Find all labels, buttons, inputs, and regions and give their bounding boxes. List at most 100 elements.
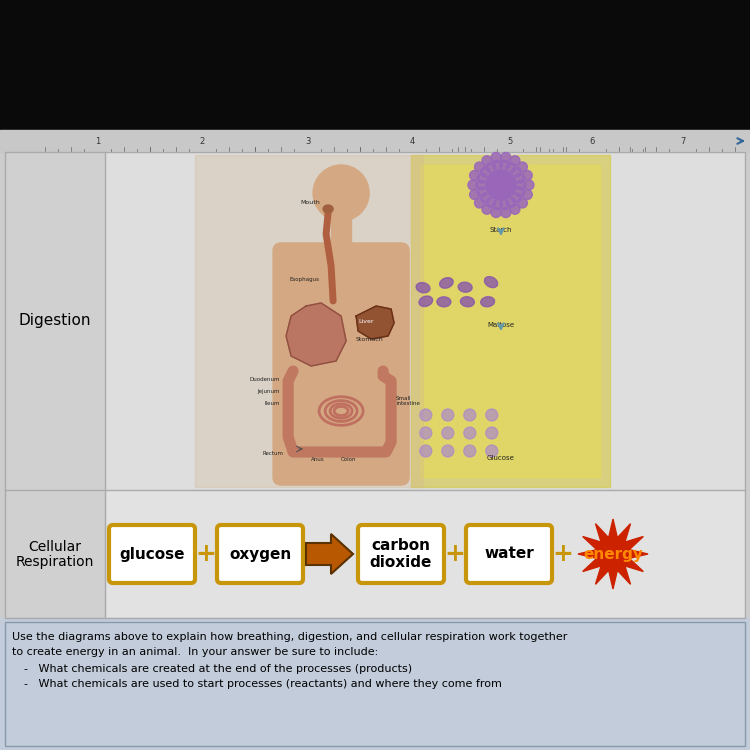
Circle shape <box>491 152 501 163</box>
Circle shape <box>496 180 506 190</box>
Ellipse shape <box>484 277 498 288</box>
Circle shape <box>503 187 514 196</box>
Circle shape <box>510 204 520 214</box>
Ellipse shape <box>419 296 433 307</box>
Circle shape <box>512 193 521 202</box>
Circle shape <box>486 180 496 190</box>
Circle shape <box>501 152 511 163</box>
Text: Duodenum: Duodenum <box>250 377 280 382</box>
Ellipse shape <box>460 297 474 307</box>
Bar <box>0 152 750 618</box>
Circle shape <box>491 171 501 182</box>
Circle shape <box>506 176 515 187</box>
Circle shape <box>496 180 506 190</box>
Circle shape <box>420 409 432 421</box>
Circle shape <box>491 208 501 218</box>
Circle shape <box>506 163 516 172</box>
Text: 5: 5 <box>508 136 513 146</box>
Circle shape <box>486 197 496 207</box>
Circle shape <box>496 180 506 190</box>
Text: Digestion: Digestion <box>19 314 92 328</box>
Text: carbon
dioxide: carbon dioxide <box>370 538 432 570</box>
Circle shape <box>493 160 502 170</box>
Circle shape <box>514 173 525 183</box>
Text: Ileum: Ileum <box>265 401 280 406</box>
Polygon shape <box>356 306 394 339</box>
Circle shape <box>494 190 504 200</box>
Circle shape <box>475 162 484 172</box>
Bar <box>195 155 423 487</box>
Circle shape <box>496 180 506 190</box>
Text: energy: energy <box>583 547 643 562</box>
Circle shape <box>506 180 516 190</box>
Circle shape <box>496 180 506 190</box>
Circle shape <box>488 187 498 196</box>
Circle shape <box>500 160 509 170</box>
Circle shape <box>482 204 492 214</box>
Circle shape <box>496 180 506 190</box>
Text: to create energy in an animal.  In your answer be sure to include:: to create energy in an animal. In your a… <box>12 647 378 657</box>
Circle shape <box>475 198 484 208</box>
Text: water: water <box>484 547 534 562</box>
Text: 3: 3 <box>304 136 310 146</box>
Bar <box>5 152 105 618</box>
Circle shape <box>522 190 532 200</box>
Text: -   What chemicals are created at the end of the processes (products): - What chemicals are created at the end … <box>24 664 412 674</box>
Circle shape <box>496 180 506 190</box>
Circle shape <box>514 187 525 196</box>
Text: 4: 4 <box>410 136 416 146</box>
Circle shape <box>442 427 454 439</box>
FancyBboxPatch shape <box>466 525 552 583</box>
Circle shape <box>468 180 478 190</box>
Circle shape <box>503 173 514 184</box>
Circle shape <box>501 208 511 218</box>
Circle shape <box>496 180 506 190</box>
Text: Small
intestine: Small intestine <box>396 395 420 406</box>
Circle shape <box>464 445 476 457</box>
Circle shape <box>506 184 515 194</box>
Text: +: + <box>445 542 466 566</box>
Bar <box>5 622 745 746</box>
Circle shape <box>496 180 506 190</box>
Circle shape <box>496 180 506 190</box>
Bar <box>421 165 600 477</box>
Circle shape <box>487 184 496 194</box>
Circle shape <box>464 427 476 439</box>
Text: +: + <box>553 542 574 566</box>
Circle shape <box>506 197 516 207</box>
Text: Glucose: Glucose <box>487 455 515 461</box>
Text: Maltose: Maltose <box>488 322 514 328</box>
Circle shape <box>420 427 432 439</box>
Circle shape <box>518 198 527 208</box>
Text: Starch: Starch <box>490 227 512 233</box>
Circle shape <box>420 445 432 457</box>
Ellipse shape <box>437 297 451 307</box>
Ellipse shape <box>323 205 333 213</box>
Text: Rectum: Rectum <box>262 451 283 456</box>
Text: 7: 7 <box>680 136 686 146</box>
Circle shape <box>470 190 480 200</box>
Text: 1: 1 <box>94 136 100 146</box>
Ellipse shape <box>440 278 453 288</box>
Text: Cellular: Cellular <box>28 540 82 554</box>
Circle shape <box>470 170 480 181</box>
Circle shape <box>477 187 488 196</box>
Ellipse shape <box>416 283 430 292</box>
Circle shape <box>510 156 520 166</box>
Circle shape <box>481 167 490 177</box>
Circle shape <box>486 427 498 439</box>
Bar <box>105 490 745 618</box>
Circle shape <box>524 180 534 190</box>
Circle shape <box>501 171 511 182</box>
Circle shape <box>518 162 527 172</box>
Circle shape <box>481 193 490 202</box>
Polygon shape <box>578 519 648 589</box>
Circle shape <box>488 173 498 184</box>
Text: 2: 2 <box>200 136 205 146</box>
Circle shape <box>487 176 496 187</box>
Circle shape <box>442 445 454 457</box>
Text: Esophagus: Esophagus <box>289 277 319 282</box>
Circle shape <box>516 180 526 190</box>
Text: glucose: glucose <box>119 547 184 562</box>
Circle shape <box>496 180 506 190</box>
